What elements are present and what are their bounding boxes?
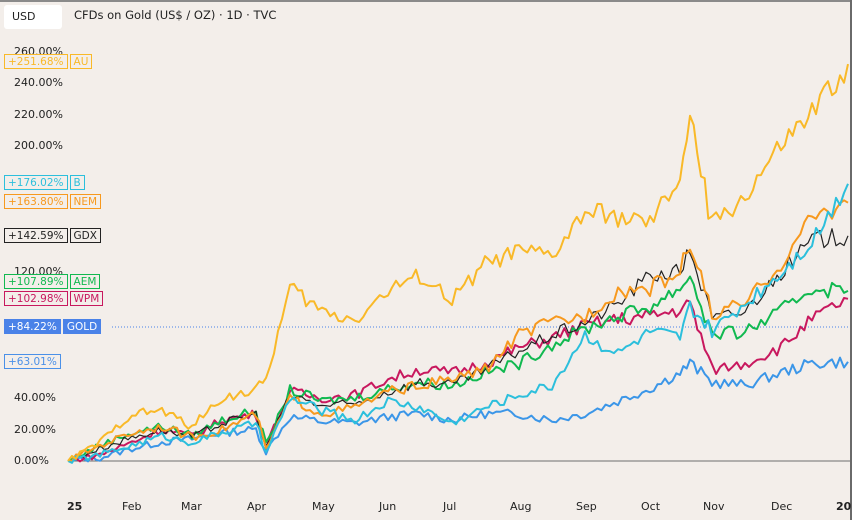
- legend-value: +251.68%: [4, 54, 68, 69]
- legend-value: +163.80%: [4, 194, 68, 209]
- y-axis-label: 200.00%: [14, 139, 63, 152]
- legend-symbol: B: [69, 175, 85, 190]
- series-line-aem[interactable]: [67, 275, 849, 462]
- series-line-nem[interactable]: [67, 199, 849, 462]
- legend-tag-aem[interactable]: +107.89% AEM: [4, 274, 101, 289]
- legend-tag-gold[interactable]: +84.22% GOLD: [4, 319, 102, 334]
- legend-tag-nem[interactable]: +163.80% NEM: [4, 194, 102, 209]
- legend-value: +142.59%: [4, 228, 68, 243]
- legend-tag-au[interactable]: +251.68% AU: [4, 54, 93, 69]
- legend-value: +84.22%: [4, 319, 61, 334]
- legend-symbol: GOLD: [62, 319, 102, 334]
- x-axis-label: Mar: [181, 500, 202, 513]
- series-line-b[interactable]: [67, 183, 849, 464]
- x-axis-label: May: [312, 500, 335, 513]
- x-axis-label: Feb: [122, 500, 142, 513]
- series-line-gold[interactable]: [67, 356, 849, 463]
- currency-selector[interactable]: USD: [4, 5, 62, 29]
- legend-value: +107.89%: [4, 274, 68, 289]
- series-line-gdx[interactable]: [67, 228, 849, 462]
- legend-symbol: AU: [69, 54, 93, 69]
- x-axis-label: Jun: [379, 500, 397, 513]
- x-axis-label: 20: [836, 500, 852, 513]
- legend-symbol: GDX: [69, 228, 101, 243]
- legend-tag-wpm[interactable]: +102.98% WPM: [4, 291, 104, 306]
- x-axis-label: Jul: [443, 500, 457, 513]
- legend-symbol: WPM: [69, 291, 104, 306]
- legend-value: +176.02%: [4, 175, 68, 190]
- legend-symbol: NEM: [69, 194, 102, 209]
- legend-tag-unlabeled[interactable]: +63.01%: [4, 354, 61, 369]
- legend-value: +102.98%: [4, 291, 68, 306]
- top-border: [0, 0, 852, 2]
- x-axis-label: Dec: [771, 500, 793, 513]
- y-axis-label: 220.00%: [14, 107, 63, 121]
- legend-symbol: AEM: [69, 274, 101, 289]
- legend-tag-gdx[interactable]: +142.59% GDX: [4, 228, 101, 243]
- legend-value: +63.01%: [4, 354, 61, 369]
- y-axis-label: 20.00%: [14, 422, 56, 436]
- right-border: [850, 0, 852, 520]
- y-axis-label: 40.00%: [14, 391, 56, 404]
- x-axis-label: Oct: [641, 500, 661, 513]
- y-axis-label: 240.00%: [14, 76, 63, 89]
- series-line-au[interactable]: [67, 63, 849, 462]
- x-axis-label: Apr: [247, 500, 267, 513]
- x-axis-label: Nov: [703, 500, 725, 513]
- y-axis-label: 0.00%: [14, 454, 49, 467]
- chart-title: CFDs on Gold (US$ / OZ) · 1D · TVC: [74, 8, 277, 22]
- x-axis-label: Sep: [576, 500, 597, 513]
- x-axis-label: 25: [67, 500, 83, 513]
- legend-tag-b[interactable]: +176.02% B: [4, 175, 85, 190]
- x-axis-label: Aug: [510, 500, 532, 513]
